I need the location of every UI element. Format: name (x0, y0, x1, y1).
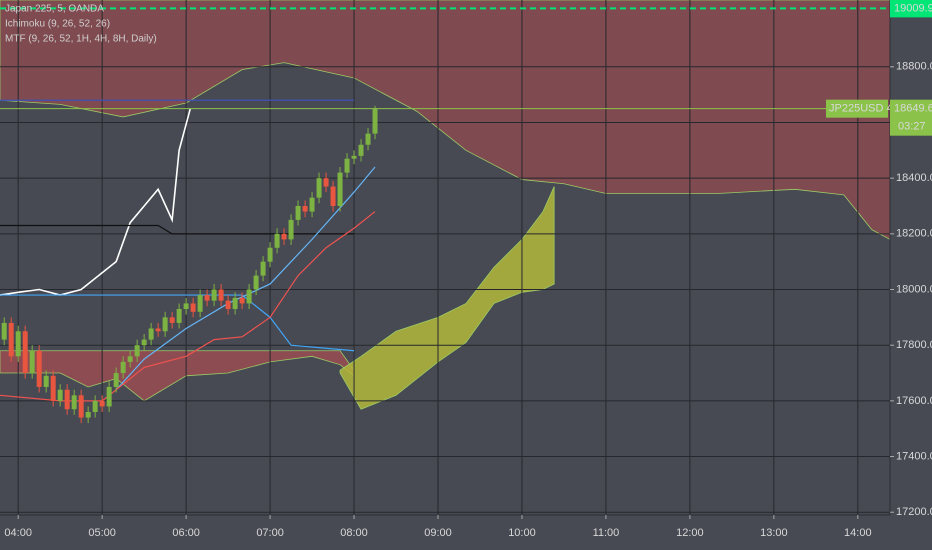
candle-body (162, 317, 168, 332)
candle-body (127, 356, 133, 362)
candle-body (358, 144, 364, 156)
candle-body (288, 219, 294, 240)
y-tick-label: 17200.0 (896, 506, 932, 518)
y-tick-label: 17600.0 (896, 395, 932, 407)
candle-body (190, 303, 196, 312)
candle-body (281, 233, 287, 240)
candle-body (337, 172, 343, 206)
candle-body (197, 295, 203, 312)
candle-body (239, 297, 245, 304)
candle-body (253, 275, 259, 290)
level-label: 19009.9 (894, 2, 932, 14)
y-tick-label: 18200.0 (896, 228, 932, 240)
candle-body (141, 339, 147, 346)
price-label: 18649.6 (894, 103, 932, 115)
candle-body (99, 400, 105, 407)
candle-body (274, 233, 280, 248)
candle-body (365, 133, 371, 145)
plot-area (0, 0, 890, 515)
candle-body (106, 386, 112, 407)
candle-body (183, 303, 189, 309)
candle-body (22, 331, 28, 374)
countdown: 03:27 (898, 121, 926, 133)
x-tick-label: 10:00 (508, 527, 536, 539)
x-tick-label: 13:00 (760, 527, 788, 539)
candle-body (43, 375, 49, 387)
candle-body (1, 322, 7, 340)
candle-body (169, 317, 175, 323)
indicator-line (0, 224, 355, 235)
y-tick-label: 17800.0 (896, 339, 932, 351)
candle-body (15, 331, 21, 357)
candle-body (92, 400, 98, 412)
x-tick-label: 09:00 (424, 527, 452, 539)
candle-body (134, 345, 140, 357)
candle-body (344, 158, 350, 173)
candle-body (71, 395, 77, 410)
candle-body (232, 297, 238, 309)
candle-body (176, 309, 182, 323)
level-label-box (890, 0, 932, 18)
candle-body (225, 300, 231, 309)
candle-body (57, 389, 63, 401)
candle-body (211, 289, 217, 301)
x-tick-label: 04:00 (4, 527, 32, 539)
candle-body (295, 206, 301, 220)
chart-title: Japan 225, 5, OANDA (5, 4, 104, 15)
x-tick-label: 11:00 (593, 527, 620, 539)
price-label-box (890, 99, 932, 136)
candle-body (260, 261, 266, 276)
x-tick-label: 12:00 (676, 527, 704, 539)
x-tick-label: 05:00 (88, 527, 116, 539)
candle-body (323, 178, 329, 187)
candle-body (148, 328, 154, 340)
candle-body (351, 155, 357, 159)
y-tick-label: 18400.0 (896, 172, 932, 184)
x-tick-label: 14:00 (844, 527, 872, 539)
candle-body (50, 375, 56, 401)
candle-body (309, 197, 315, 212)
candle-body (330, 186, 336, 206)
axes: 17200.0 17400.0 17600.0 17800.0 18000.0 18200… (4, 0, 932, 539)
candle-body (372, 108, 378, 134)
price-tag-box (826, 99, 888, 118)
candle-body (8, 322, 14, 357)
candle-body (246, 289, 252, 304)
candle-body (155, 328, 161, 332)
x-tick-label: 06:00 (172, 527, 200, 539)
x-tick-label: 07:00 (256, 527, 284, 539)
candle-body (302, 206, 308, 212)
candle-body (204, 295, 210, 301)
candle-body (113, 373, 119, 387)
candle-body (316, 178, 322, 198)
x-tick-label: 08:00 (340, 527, 368, 539)
candle-body (218, 289, 224, 301)
candle-body (78, 395, 84, 418)
indicator-label: Ichimoku (9, 26, 52, 26) (5, 19, 110, 30)
candle-body (64, 389, 70, 410)
candle-body (29, 350, 35, 374)
y-tick-label: 18000.0 (896, 283, 932, 295)
indicator-line (0, 108, 192, 296)
candle-body (36, 350, 42, 387)
candle-body (85, 412, 91, 418)
indicator-label: MTF (9, 26, 52, 1H, 4H, 8H, Daily) (5, 34, 157, 45)
candle-body (120, 361, 126, 374)
candle-body (267, 247, 273, 262)
y-tick-label: 18800.0 (896, 61, 932, 73)
y-tick-label: 17400.0 (896, 450, 932, 462)
